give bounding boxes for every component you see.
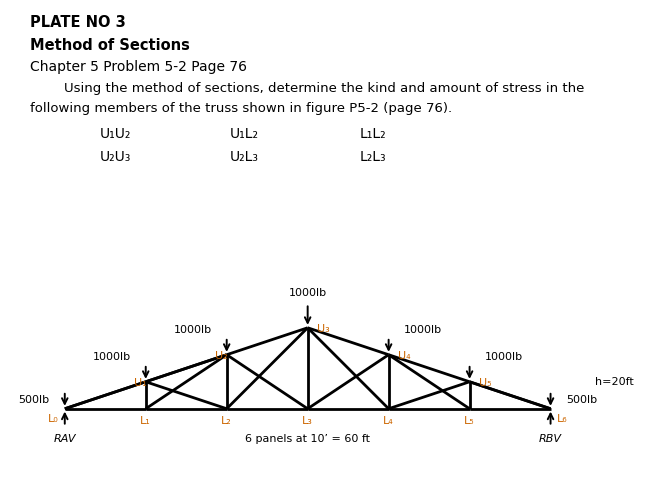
- Text: 1000lb: 1000lb: [93, 353, 131, 362]
- Text: L₁: L₁: [140, 416, 151, 426]
- Text: L₂: L₂: [221, 416, 232, 426]
- Text: 6 panels at 10’ = 60 ft: 6 panels at 10’ = 60 ft: [245, 435, 370, 444]
- Text: U₂L₃: U₂L₃: [230, 150, 259, 164]
- Text: Using the method of sections, determine the kind and amount of stress in the: Using the method of sections, determine …: [30, 82, 585, 95]
- Text: L₆: L₆: [557, 414, 568, 424]
- Text: following members of the truss shown in figure P5-2 (page 76).: following members of the truss shown in …: [30, 102, 452, 115]
- Text: L₅: L₅: [464, 416, 475, 426]
- Text: 500lb: 500lb: [18, 395, 50, 405]
- Text: PLATE NO 3: PLATE NO 3: [30, 15, 126, 30]
- Text: U₁: U₁: [134, 378, 146, 387]
- Text: L₁L₂: L₁L₂: [360, 127, 386, 141]
- Text: U₂U₃: U₂U₃: [100, 150, 131, 164]
- Text: U₁U₂: U₁U₂: [100, 127, 131, 141]
- Text: U₂: U₂: [214, 351, 227, 360]
- Text: U₅: U₅: [479, 379, 492, 388]
- Text: U₃: U₃: [317, 324, 330, 333]
- Text: U₁L₂: U₁L₂: [230, 127, 259, 141]
- Text: 1000lb: 1000lb: [288, 288, 327, 298]
- Text: L₄: L₄: [383, 416, 394, 426]
- Text: L₂L₃: L₂L₃: [360, 150, 386, 164]
- Text: h=20ft: h=20ft: [595, 377, 634, 387]
- Text: 1000lb: 1000lb: [485, 353, 523, 362]
- Text: RAV: RAV: [54, 434, 76, 444]
- Text: L₀: L₀: [48, 414, 58, 424]
- Text: 500lb: 500lb: [566, 395, 597, 405]
- Text: Chapter 5 Problem 5-2 Page 76: Chapter 5 Problem 5-2 Page 76: [30, 60, 247, 74]
- Text: U₄: U₄: [398, 351, 411, 360]
- Text: 1000lb: 1000lb: [404, 326, 442, 335]
- Text: RBV: RBV: [539, 434, 562, 444]
- Text: L₃: L₃: [302, 416, 313, 426]
- Text: Method of Sections: Method of Sections: [30, 38, 190, 53]
- Text: 1000lb: 1000lb: [173, 326, 212, 335]
